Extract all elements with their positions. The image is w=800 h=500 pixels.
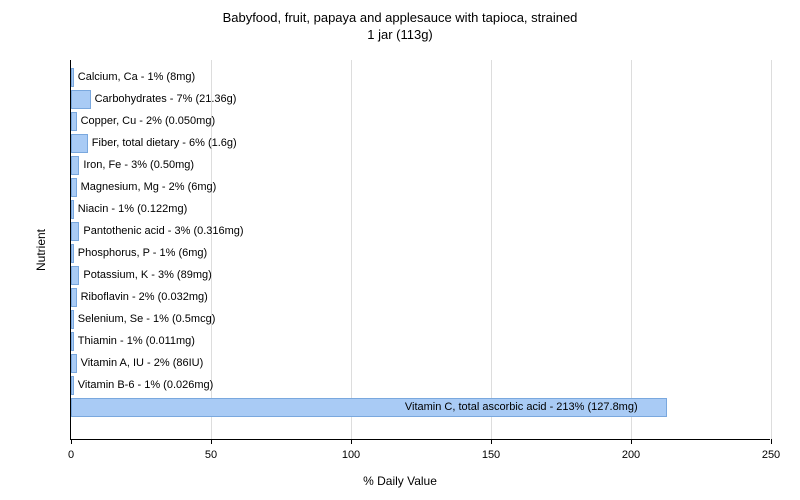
x-tick-label: 50 <box>205 449 217 461</box>
bar <box>71 354 77 373</box>
x-tick <box>71 439 72 444</box>
bar-label: Phosphorus, P - 1% (6mg) <box>78 244 207 263</box>
bar <box>71 310 74 329</box>
title-line1: Babyfood, fruit, papaya and applesauce w… <box>223 10 578 25</box>
x-tick <box>491 439 492 444</box>
bar-label: Calcium, Ca - 1% (8mg) <box>78 68 195 87</box>
bar <box>71 178 77 197</box>
bar-label: Carbohydrates - 7% (21.36g) <box>95 90 237 109</box>
bar-label: Magnesium, Mg - 2% (6mg) <box>81 178 217 197</box>
bar <box>71 156 79 175</box>
title-line2: 1 jar (113g) <box>367 27 433 42</box>
bar <box>71 68 74 87</box>
bar <box>71 200 74 219</box>
x-tick <box>771 439 772 444</box>
bar-label: Potassium, K - 3% (89mg) <box>83 266 211 285</box>
bar-label: Copper, Cu - 2% (0.050mg) <box>81 112 216 131</box>
x-tick-label: 250 <box>762 449 780 461</box>
nutrient-chart: Babyfood, fruit, papaya and applesauce w… <box>0 0 800 500</box>
bar <box>71 112 77 131</box>
plot-area: 050100150200250Calcium, Ca - 1% (8mg)Car… <box>70 60 770 440</box>
chart-title: Babyfood, fruit, papaya and applesauce w… <box>0 0 800 44</box>
x-tick-label: 200 <box>622 449 640 461</box>
gridline <box>491 60 492 439</box>
bar <box>71 222 79 241</box>
bar-label: Vitamin B-6 - 1% (0.026mg) <box>78 376 214 395</box>
gridline <box>771 60 772 439</box>
x-tick <box>211 439 212 444</box>
bar <box>71 90 91 109</box>
bar <box>71 266 79 285</box>
bar-label: Pantothenic acid - 3% (0.316mg) <box>83 222 243 241</box>
x-tick-label: 100 <box>342 449 360 461</box>
bar <box>71 288 77 307</box>
bar <box>71 134 88 153</box>
bar-label: Selenium, Se - 1% (0.5mcg) <box>78 310 216 329</box>
bar-label: Iron, Fe - 3% (0.50mg) <box>83 156 194 175</box>
x-tick <box>351 439 352 444</box>
gridline <box>351 60 352 439</box>
bar-label: Riboflavin - 2% (0.032mg) <box>81 288 208 307</box>
bar <box>71 376 74 395</box>
bar-label: Vitamin A, IU - 2% (86IU) <box>81 354 204 373</box>
bar-label: Niacin - 1% (0.122mg) <box>78 200 187 219</box>
x-tick <box>631 439 632 444</box>
y-axis-label: Nutrient <box>34 229 48 271</box>
x-tick-label: 0 <box>68 449 74 461</box>
x-tick-label: 150 <box>482 449 500 461</box>
gridline <box>631 60 632 439</box>
bar <box>71 332 74 351</box>
bar-label: Vitamin C, total ascorbic acid - 213% (1… <box>405 398 638 417</box>
bar <box>71 244 74 263</box>
bar-label: Thiamin - 1% (0.011mg) <box>78 332 195 351</box>
x-axis-label: % Daily Value <box>363 474 437 488</box>
bar-label: Fiber, total dietary - 6% (1.6g) <box>92 134 237 153</box>
